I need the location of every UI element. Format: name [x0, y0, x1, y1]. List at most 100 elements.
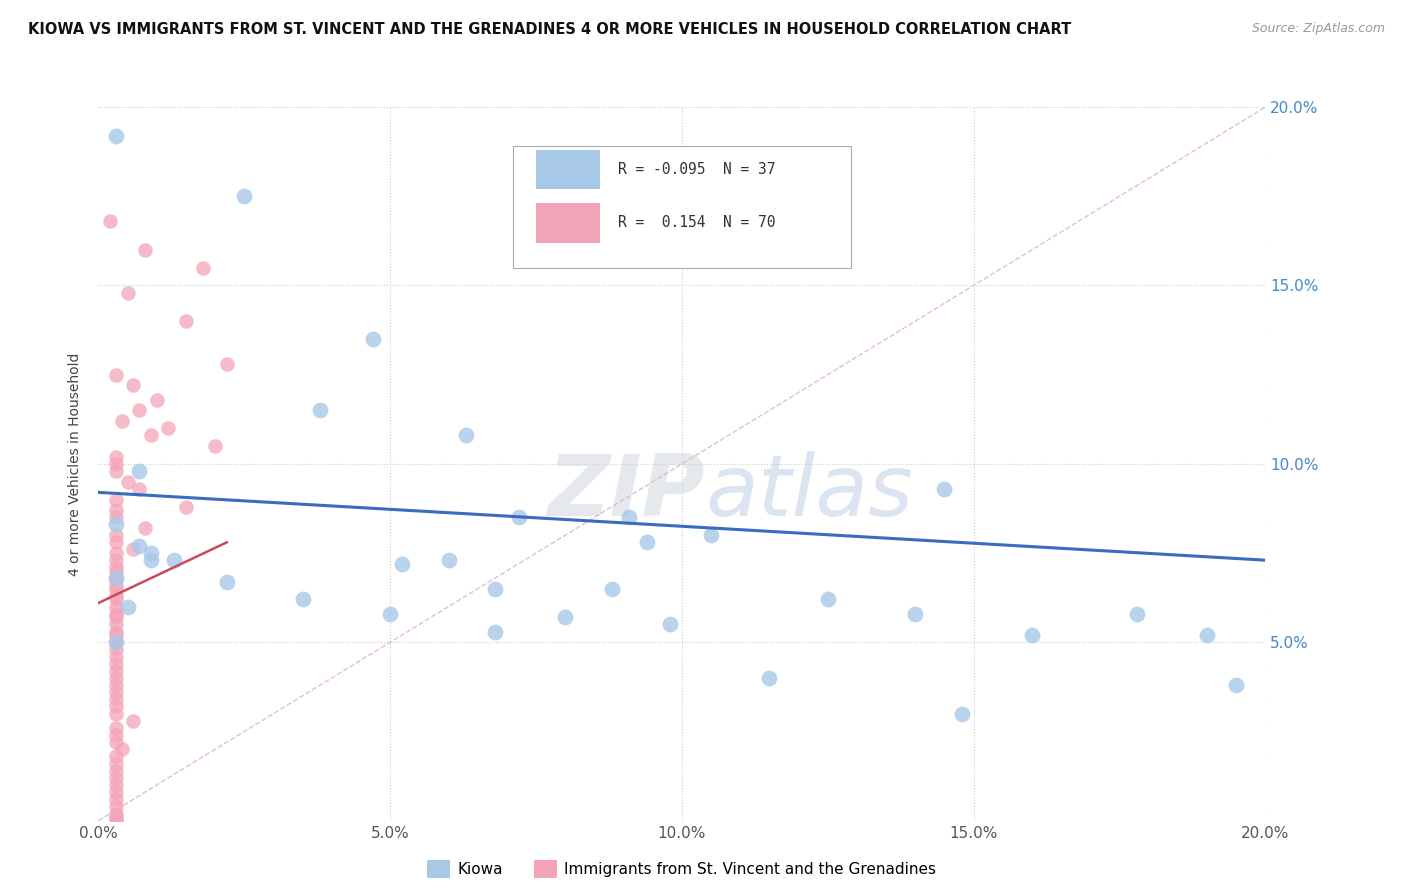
Point: [104, 706, 127, 721]
Point: [104, 735, 127, 749]
Point: [117, 285, 139, 300]
Point: [104, 692, 127, 706]
Bar: [536, 203, 600, 243]
Point: [104, 671, 127, 685]
Point: [104, 571, 127, 585]
Point: [111, 414, 134, 428]
Point: [104, 564, 127, 578]
Text: atlas: atlas: [706, 450, 914, 534]
Point: [122, 542, 145, 557]
Point: [104, 546, 127, 560]
Point: [104, 528, 127, 542]
Text: KIOWA VS IMMIGRANTS FROM ST. VINCENT AND THE GRENADINES 4 OR MORE VEHICLES IN HO: KIOWA VS IMMIGRANTS FROM ST. VINCENT AND…: [28, 22, 1071, 37]
Point: [700, 528, 723, 542]
Point: [104, 510, 127, 524]
Point: [104, 756, 127, 771]
Point: [104, 517, 127, 532]
Point: [174, 500, 197, 514]
Point: [204, 439, 226, 453]
Point: [104, 778, 127, 792]
Point: [104, 503, 127, 517]
Point: [291, 592, 314, 607]
Point: [104, 806, 127, 821]
Point: [104, 657, 127, 671]
Point: [104, 635, 127, 649]
Point: [934, 482, 956, 496]
Point: [758, 671, 780, 685]
Point: [104, 599, 127, 614]
Point: [98, 214, 121, 228]
Point: [134, 243, 156, 257]
Point: [378, 607, 402, 621]
Point: [104, 553, 127, 567]
Point: [104, 492, 127, 507]
Point: [508, 510, 530, 524]
FancyBboxPatch shape: [513, 146, 851, 268]
Point: [104, 799, 127, 814]
Point: [554, 610, 576, 624]
Point: [104, 589, 127, 603]
Point: [104, 450, 127, 464]
Point: [104, 535, 127, 549]
Point: [437, 553, 460, 567]
Point: [117, 475, 139, 489]
Point: [104, 678, 127, 692]
Point: [128, 464, 150, 478]
Point: [484, 582, 506, 596]
Point: [111, 742, 134, 756]
Point: [659, 617, 682, 632]
Point: [104, 642, 127, 657]
Point: [157, 421, 180, 435]
Point: [104, 649, 127, 664]
Point: [104, 582, 127, 596]
Point: [309, 403, 332, 417]
Y-axis label: 4 or more Vehicles in Household: 4 or more Vehicles in Household: [69, 352, 83, 575]
Point: [104, 635, 127, 649]
Point: [128, 482, 150, 496]
Point: [636, 535, 658, 549]
Point: [104, 560, 127, 574]
Point: [122, 714, 145, 728]
Point: [950, 706, 973, 721]
Point: [128, 539, 150, 553]
Point: [193, 260, 215, 275]
Point: [104, 749, 127, 764]
Point: [139, 553, 162, 567]
Point: [134, 521, 156, 535]
Point: [104, 571, 127, 585]
Point: [104, 699, 127, 714]
Point: [104, 764, 127, 778]
Point: [104, 457, 127, 471]
Point: [104, 785, 127, 799]
Point: [104, 578, 127, 592]
Point: [174, 314, 197, 328]
Point: [104, 792, 127, 806]
Point: [1021, 628, 1043, 642]
Point: [104, 128, 127, 143]
Point: [104, 721, 127, 735]
Point: [128, 403, 150, 417]
Point: [104, 771, 127, 785]
Point: [104, 814, 127, 828]
Point: [104, 685, 127, 699]
Text: R = -0.095  N = 37: R = -0.095 N = 37: [617, 161, 775, 177]
Point: [104, 607, 127, 621]
Point: [104, 617, 127, 632]
Point: [391, 557, 413, 571]
Point: [117, 599, 139, 614]
Point: [361, 332, 384, 346]
Point: [146, 392, 169, 407]
Point: [104, 628, 127, 642]
Text: R =  0.154  N = 70: R = 0.154 N = 70: [617, 215, 775, 230]
Point: [104, 814, 127, 828]
Point: [484, 624, 506, 639]
Point: [104, 368, 127, 382]
Point: [104, 592, 127, 607]
Point: [454, 428, 477, 442]
Point: [122, 378, 145, 392]
Point: [104, 464, 127, 478]
Point: [215, 357, 238, 371]
Legend: Kiowa, Immigrants from St. Vincent and the Grenadines: Kiowa, Immigrants from St. Vincent and t…: [422, 854, 942, 884]
Point: [233, 189, 256, 203]
Point: [1126, 607, 1149, 621]
